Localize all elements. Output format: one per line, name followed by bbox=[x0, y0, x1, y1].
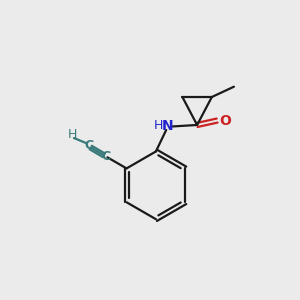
Text: C: C bbox=[101, 150, 110, 163]
Text: O: O bbox=[219, 114, 231, 128]
Text: C: C bbox=[84, 139, 94, 152]
Text: N: N bbox=[162, 119, 173, 133]
Text: H: H bbox=[153, 119, 163, 132]
Text: H: H bbox=[68, 128, 77, 141]
